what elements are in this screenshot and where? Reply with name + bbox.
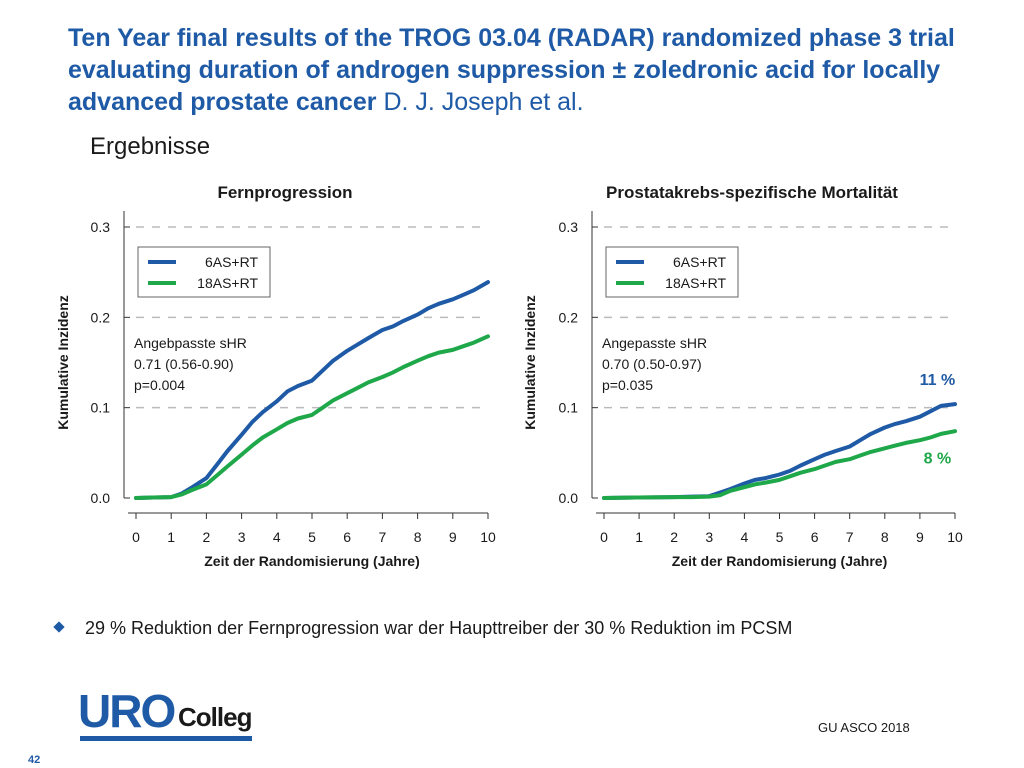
end-label: 8 % bbox=[924, 451, 952, 468]
y-tick-label: 0.1 bbox=[91, 400, 111, 416]
legend-box bbox=[605, 246, 739, 298]
y-tick-label: 0.3 bbox=[559, 219, 579, 235]
x-tick-label: 10 bbox=[480, 529, 496, 545]
logo-colleg-text: Colleg bbox=[178, 702, 252, 732]
chart-title: Prostatakrebs-spezifische Mortalität bbox=[606, 183, 898, 202]
bullet-point: 29 % Reduktion der Fernprogression war d… bbox=[53, 618, 793, 639]
legend-label: 6AS+RT bbox=[673, 254, 726, 270]
bullet-text: 29 % Reduktion der Fernprogression war d… bbox=[85, 618, 793, 638]
x-tick-label: 0 bbox=[600, 529, 608, 545]
x-tick-label: 6 bbox=[811, 529, 819, 545]
x-tick-label: 0 bbox=[132, 529, 140, 545]
chart-pcsm: Prostatakrebs-spezifische Mortalität Kumu… bbox=[522, 183, 963, 569]
slide-title: Ten Year final results of the TROG 03.04… bbox=[68, 22, 968, 118]
y-tick-label: 0.1 bbox=[559, 400, 579, 416]
x-tick-label: 5 bbox=[776, 529, 784, 545]
legend-label: 18AS+RT bbox=[197, 275, 258, 291]
x-tick-label: 10 bbox=[947, 529, 963, 545]
x-axis-label: Zeit der Randomisierung (Jahre) bbox=[204, 553, 419, 569]
title-main: Ten Year final results of the TROG 03.04… bbox=[68, 24, 955, 116]
x-tick-label: 6 bbox=[343, 529, 351, 545]
x-tick-label: 4 bbox=[273, 529, 281, 545]
stats-annotation: p=0.035 bbox=[602, 377, 653, 393]
y-tick-label: 0.3 bbox=[91, 219, 111, 235]
x-tick-label: 9 bbox=[449, 529, 457, 545]
y-axis-label: Kumulative Inzidenz bbox=[522, 295, 538, 430]
y-tick-label: 0.2 bbox=[91, 309, 111, 325]
x-tick-label: 5 bbox=[308, 529, 316, 545]
page-number: 42 bbox=[28, 754, 41, 766]
uro-colleg-logo: URO Colleg bbox=[78, 685, 256, 744]
x-tick-label: 8 bbox=[881, 529, 889, 545]
chart-fernprogression: Fernprogression Kumulative Inzidenz Zeit d… bbox=[55, 183, 496, 569]
end-label: 11 % bbox=[920, 372, 956, 389]
x-tick-label: 3 bbox=[238, 529, 246, 545]
legend-label: 18AS+RT bbox=[665, 275, 726, 291]
charts-area: Fernprogression Kumulative Inzidenz Zeit d… bbox=[55, 183, 963, 569]
x-tick-label: 2 bbox=[203, 529, 211, 545]
x-tick-label: 1 bbox=[635, 529, 643, 545]
series-line-6as-rt bbox=[134, 280, 490, 500]
x-tick-label: 4 bbox=[741, 529, 749, 545]
x-tick-label: 2 bbox=[670, 529, 678, 545]
stats-annotation: Angebpasste sHR bbox=[134, 335, 247, 351]
diamond-bullet-icon bbox=[53, 620, 65, 633]
y-axis-label: Kumulative Inzidenz bbox=[55, 295, 71, 430]
x-tick-label: 9 bbox=[916, 529, 924, 545]
x-axis-label: Zeit der Randomisierung (Jahre) bbox=[672, 553, 887, 569]
x-tick-label: 7 bbox=[379, 529, 387, 545]
y-tick-label: 0.2 bbox=[559, 309, 579, 325]
y-tick-label: 0.0 bbox=[91, 490, 111, 506]
x-tick-label: 8 bbox=[414, 529, 422, 545]
section-heading: Ergebnisse bbox=[90, 133, 211, 160]
chart-title: Fernprogression bbox=[217, 183, 352, 202]
stats-annotation: p=0.004 bbox=[134, 377, 185, 393]
x-tick-label: 1 bbox=[167, 529, 175, 545]
stats-annotation: 0.70 (0.50-0.97) bbox=[602, 356, 702, 372]
series-line-18as-rt bbox=[134, 334, 490, 500]
stats-annotation: Angepasste sHR bbox=[602, 335, 707, 351]
x-tick-label: 3 bbox=[705, 529, 713, 545]
legend-label: 6AS+RT bbox=[205, 254, 258, 270]
logo-underline bbox=[80, 736, 252, 741]
series-line-18as-rt bbox=[602, 429, 957, 500]
title-author: D. J. Joseph et al. bbox=[383, 88, 584, 116]
x-tick-label: 7 bbox=[846, 529, 854, 545]
logo-uro-text: URO bbox=[78, 685, 176, 737]
y-tick-label: 0.0 bbox=[559, 490, 579, 506]
legend-box bbox=[137, 246, 271, 298]
source-note: GU ASCO 2018 bbox=[818, 720, 910, 735]
series-line-6as-rt bbox=[602, 402, 957, 500]
stats-annotation: 0.71 (0.56-0.90) bbox=[134, 356, 234, 372]
